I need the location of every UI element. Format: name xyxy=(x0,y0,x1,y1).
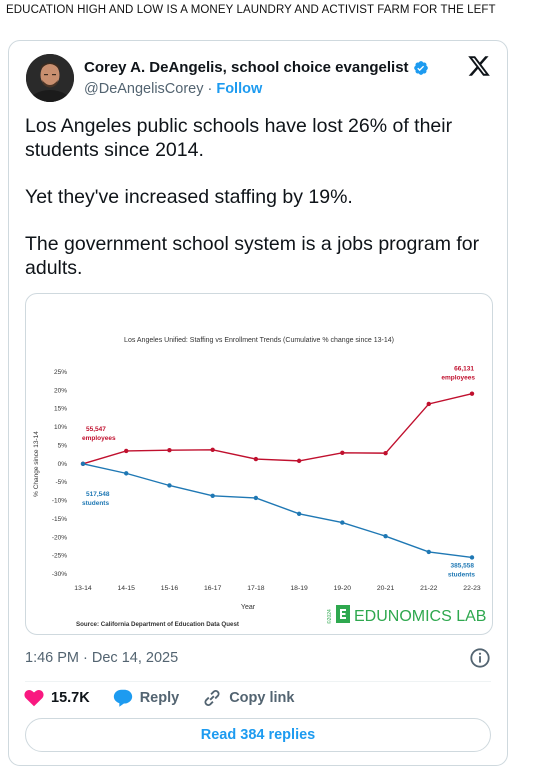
copy-link-button[interactable]: Copy link xyxy=(201,687,294,709)
y-tick-label: -25% xyxy=(52,553,67,560)
info-icon[interactable] xyxy=(469,647,491,669)
follow-button[interactable]: Follow xyxy=(216,81,263,97)
students-point xyxy=(80,461,86,467)
heart-icon xyxy=(24,689,44,707)
y-tick-label: -5% xyxy=(55,479,67,486)
tweet-media-chart[interactable]: Los Angeles Unified: Staffing vs Enrollm… xyxy=(25,293,493,635)
students-point xyxy=(210,493,215,498)
like-button[interactable]: 15.7K xyxy=(23,687,90,709)
students-point xyxy=(340,520,345,525)
x-tick-label: 17-18 xyxy=(247,585,265,592)
students-point xyxy=(124,471,129,476)
x-tick-label: 13-14 xyxy=(74,585,92,592)
employees-point xyxy=(167,448,172,453)
y-tick-label: 10% xyxy=(54,424,67,431)
y-tick-label: 25% xyxy=(54,369,67,376)
students-end-value-label: 385,558 xyxy=(451,562,475,569)
students-start-unit-label: students xyxy=(82,500,109,507)
employees-point xyxy=(296,458,302,464)
x-tick-label: 22-23 xyxy=(463,585,481,592)
chart-xlabel: Year xyxy=(241,604,256,611)
brand-name: EDUNOMICS LAB xyxy=(354,608,486,625)
employees-end-value-label: 66,131 xyxy=(454,366,474,373)
y-tick-label: 0% xyxy=(58,461,68,468)
tweet-paragraph: Yet they've increased staffing by 19%. xyxy=(25,186,353,208)
students-point xyxy=(253,495,259,501)
employees-start-value-label: 55,547 xyxy=(86,426,106,433)
chart-svg: Los Angeles Unified: Staffing vs Enrollm… xyxy=(33,337,486,628)
tweet-card: Corey A. DeAngelis, school choice evange… xyxy=(8,40,508,766)
tweet-paragraph: Los Angeles public schools have lost 26%… xyxy=(25,115,453,161)
link-icon xyxy=(204,690,220,706)
students-end-unit-label: students xyxy=(448,571,475,578)
reply-label: Reply xyxy=(139,690,180,706)
x-tick-label: 18-19 xyxy=(290,585,308,592)
employees-point xyxy=(383,450,388,456)
x-tick-label: 19-20 xyxy=(334,585,352,592)
tweet-text: Los Angeles public schools have lost 26%… xyxy=(25,114,495,303)
y-tick-label: 20% xyxy=(54,387,67,394)
y-tick-label: 5% xyxy=(58,442,68,449)
students-point xyxy=(167,483,172,488)
avatar-photo-icon xyxy=(26,54,74,102)
employees-point xyxy=(124,448,129,454)
edunomics-logo: ©2024 EDUNOMICS LAB xyxy=(326,605,486,625)
read-replies-button[interactable]: Read 384 replies xyxy=(25,718,491,752)
y-tick-label: 15% xyxy=(54,406,67,413)
chart-title: Los Angeles Unified: Staffing vs Enrollm… xyxy=(124,337,394,344)
students-point xyxy=(469,555,475,560)
copy-link-label: Copy link xyxy=(229,690,295,706)
x-logo-icon[interactable] xyxy=(467,54,491,78)
handle-separator: · xyxy=(207,81,213,97)
y-tick-label: -30% xyxy=(52,571,67,578)
x-tick-label: 14-15 xyxy=(118,585,136,592)
x-tick-label: 15-16 xyxy=(161,585,179,592)
divider xyxy=(25,681,491,682)
verified-badge-icon xyxy=(413,60,428,75)
chart-source: Source: California Department of Educati… xyxy=(76,621,239,628)
y-tick-label: -10% xyxy=(52,498,67,505)
tweet-actions: 15.7K Reply Copy link xyxy=(23,687,316,709)
employees-end-unit-label: employees xyxy=(441,375,475,382)
author-name[interactable]: Corey A. DeAngelis, school choice evange… xyxy=(84,59,409,76)
employees-point xyxy=(210,447,215,453)
reply-button[interactable]: Reply xyxy=(112,687,180,709)
tweet-timestamp[interactable]: 1:46 PM · Dec 14, 2025 xyxy=(25,650,179,666)
like-count: 15.7K xyxy=(51,690,90,706)
employees-point xyxy=(253,456,259,462)
x-tick-label: 21-22 xyxy=(420,585,438,592)
employees-point xyxy=(469,391,475,396)
students-start-value-label: 517,548 xyxy=(86,491,110,498)
employees-point xyxy=(426,401,431,407)
employees-line xyxy=(82,392,473,465)
students-point xyxy=(296,511,302,516)
author-avatar[interactable] xyxy=(26,54,74,102)
reply-bubble-icon xyxy=(113,689,132,707)
chart-ylabel: % Change since 13-14 xyxy=(33,431,40,497)
brand-year: ©2024 xyxy=(326,609,333,624)
page-headline: EDUCATION HIGH AND LOW IS A MONEY LAUNDR… xyxy=(6,4,496,16)
students-line xyxy=(82,463,473,559)
employees-point xyxy=(340,450,345,455)
y-tick-label: -15% xyxy=(52,516,67,523)
x-tick-label: 20-21 xyxy=(377,585,395,592)
employees-start-unit-label: employees xyxy=(82,435,116,442)
students-point xyxy=(383,533,388,539)
brand-e-icon xyxy=(340,609,346,619)
author-handle[interactable]: @DeAngelisCorey xyxy=(84,81,204,97)
x-tick-label: 16-17 xyxy=(204,585,222,592)
y-tick-label: -20% xyxy=(52,534,67,541)
students-point xyxy=(426,549,431,555)
tweet-paragraph: The government school system is a jobs p… xyxy=(25,233,480,279)
